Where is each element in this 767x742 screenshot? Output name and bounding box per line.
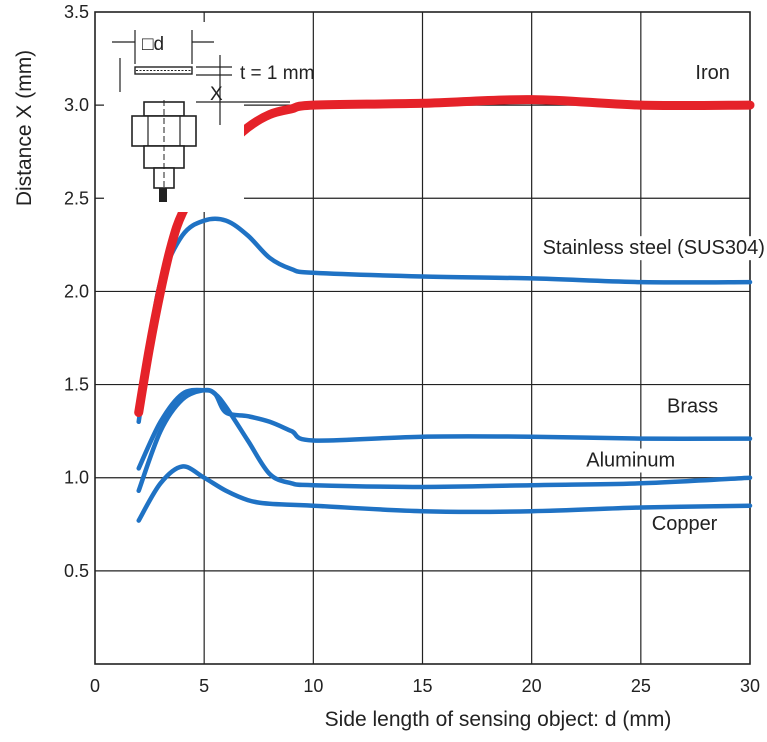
series-line-iron [134, 95, 755, 417]
series-label-bg-brass [664, 394, 717, 419]
plot-frame [94, 11, 751, 665]
sensor-cable [159, 188, 167, 202]
y-axis-title: Distance X (mm) [13, 50, 36, 206]
y-tick-label-5: 3.0 [64, 95, 89, 115]
y-tick-label-2: 1.5 [64, 375, 89, 395]
y-tick-label-0: 0.5 [64, 561, 89, 581]
x-tick-label-3: 15 [412, 676, 432, 696]
tick-labels: 0 5 10 15 20 25 30 0.5 1.0 1.5 2.0 2.5 3.0 3.5 [64, 2, 760, 696]
x-tick-label-4: 20 [522, 676, 542, 696]
y-tick-label-4: 2.5 [64, 188, 89, 208]
series-line-aluminum [136, 387, 753, 494]
y-tick-label-6: 3.5 [64, 2, 89, 22]
d-label: □d [142, 34, 164, 55]
x-tick-label-6: 30 [740, 676, 760, 696]
series-line-brass [136, 387, 753, 471]
y-tick-label-3: 2.0 [64, 281, 89, 301]
series-label-stainless-steel-sus304: Stainless steel (SUS304) [543, 237, 765, 259]
plot-border [94, 11, 751, 665]
x-tick-label-1: 5 [199, 676, 209, 696]
series-label-bg-stainless-steel-sus304 [539, 236, 767, 261]
x-label: X [210, 84, 223, 105]
series-labels: Iron Stainless steel (SUS304) Brass Aluminu… [539, 61, 767, 536]
series-label-brass: Brass [667, 396, 718, 418]
sensing-plate [134, 66, 193, 75]
x-axis-title: Side length of sensing object: d (mm) [325, 708, 672, 731]
t-label: t = 1 mm [240, 63, 314, 84]
series-layer [134, 95, 755, 523]
x-tick-label-2: 10 [303, 676, 323, 696]
series-label-bg-iron [692, 61, 735, 86]
series-label-bg-aluminum [583, 448, 668, 473]
sensor-inset-diagram: □d t = 1 mm X [104, 22, 314, 212]
series-line-copper [136, 464, 753, 523]
x-tick-label-0: 0 [90, 676, 100, 696]
series-label-iron: Iron [695, 62, 729, 84]
series-label-copper: Copper [652, 513, 718, 535]
series-label-bg-copper [648, 511, 712, 536]
y-tick-label-1: 1.0 [64, 468, 89, 488]
x-tick-label-5: 25 [631, 676, 651, 696]
series-label-aluminum: Aluminum [586, 450, 675, 472]
